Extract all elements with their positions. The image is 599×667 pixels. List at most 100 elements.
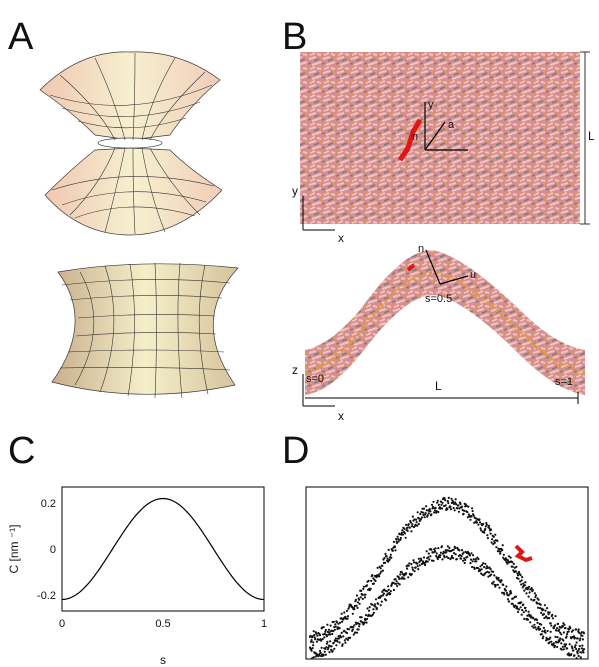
chart-d-point (343, 629, 346, 632)
chart-d-point (417, 568, 420, 571)
chart-d-point (392, 540, 395, 544)
chart-d-point (549, 630, 552, 633)
chart-d-point (310, 640, 313, 644)
chart-d-point (311, 635, 314, 638)
chart-d-point (566, 647, 569, 650)
chart-d-point (477, 523, 480, 526)
chart-d-point (520, 601, 523, 604)
chart-d-point (544, 609, 547, 612)
chart-d-point (553, 644, 557, 647)
chart-d-point (472, 558, 475, 561)
chart-d-point (412, 561, 416, 564)
chart-d-point (582, 648, 586, 651)
chart-d-point (487, 575, 490, 578)
chart-d-point (492, 580, 495, 583)
chart-d-point (545, 607, 549, 610)
chart-c-xtick-label: 0 (59, 618, 65, 630)
chart-d-point (527, 595, 530, 598)
chart-d-point (494, 533, 497, 536)
chart-d-point (573, 654, 576, 657)
chart-d-point (337, 622, 340, 625)
chart-d-point (577, 654, 580, 658)
chart-d-point (344, 641, 347, 644)
chart-d-point (525, 592, 528, 595)
chart-d-point (399, 538, 402, 542)
chart-d-point (436, 557, 439, 561)
chart-d-point (549, 622, 552, 625)
chart-d-point (512, 562, 515, 566)
chart-d-point (426, 514, 429, 517)
chart-d-point (400, 531, 403, 534)
chart-d-point (411, 566, 414, 569)
chart-d-point (331, 632, 334, 636)
chart-d-point (454, 501, 457, 504)
chart-d-point (582, 632, 586, 635)
chart-d-point (519, 574, 522, 577)
chart-d-point (523, 589, 526, 592)
chart-d-point (410, 573, 413, 576)
chart-d-point (471, 565, 474, 569)
chart-d-point (440, 507, 444, 510)
chart-d-point (389, 553, 392, 556)
chart-d-point (374, 579, 377, 583)
chart-d-point (489, 532, 492, 535)
chart-d-point (396, 535, 399, 538)
chart-d-point (542, 635, 545, 638)
chart-d-point (532, 626, 535, 629)
chart-d-point (376, 566, 379, 569)
chart-d-point (408, 562, 411, 565)
chart-d-point (368, 606, 371, 609)
chart-d-point (531, 589, 534, 592)
chart-d-point (527, 610, 530, 613)
chart-d-point (411, 523, 414, 526)
chart-d-point (439, 507, 442, 510)
chart-d-point (536, 621, 539, 624)
chart-d-point (417, 557, 420, 560)
chart-d-point (313, 634, 316, 637)
chart-d-point (371, 603, 374, 606)
chart-d-point (429, 510, 432, 513)
chart-d-point (370, 579, 373, 583)
membrane-side-view (305, 250, 585, 395)
chart-d-point (504, 589, 507, 592)
chart-d-point (329, 633, 332, 636)
chart-d-point (409, 521, 412, 524)
chart-d-point (562, 639, 565, 642)
chart-d-point (575, 628, 578, 631)
chart-d-point (528, 613, 531, 616)
chart-d-point (406, 567, 409, 570)
chart-d-point (535, 602, 539, 605)
chart-d-point (514, 595, 518, 598)
chart-d-point (318, 634, 322, 637)
chart-d-point (389, 590, 392, 593)
chart-d-point (359, 596, 362, 599)
chart-d-point (559, 637, 562, 640)
surface-catenoid-pair (39, 51, 223, 236)
chart-d-point (391, 549, 394, 552)
chart-d-point (365, 584, 369, 587)
chart-d-point (504, 558, 507, 562)
chart-d-point (575, 641, 578, 644)
chart-d-point (570, 653, 573, 656)
chart-d-point (403, 577, 406, 580)
side-axis-z: z (292, 363, 298, 377)
chart-d-point (395, 582, 398, 585)
chart-d-point (491, 582, 494, 585)
chart-d-point (386, 557, 389, 560)
chart-d-point (335, 621, 338, 624)
chart-d-point (511, 602, 514, 605)
chart-d-point (412, 559, 415, 562)
chart-d-point (462, 551, 465, 554)
chart-d-point (326, 623, 329, 626)
chart-d-point (512, 569, 515, 572)
chart-d-point (460, 555, 463, 558)
chart-d-point (425, 509, 428, 512)
chart-d-point (481, 563, 484, 567)
chart-d-point (353, 624, 356, 627)
chart-d-point (392, 588, 395, 592)
chart-d-point (447, 556, 450, 560)
chart-d-point (545, 636, 548, 640)
chart-d-point (394, 549, 397, 552)
chart-d-point (484, 571, 487, 574)
chart-d-point (523, 617, 526, 621)
